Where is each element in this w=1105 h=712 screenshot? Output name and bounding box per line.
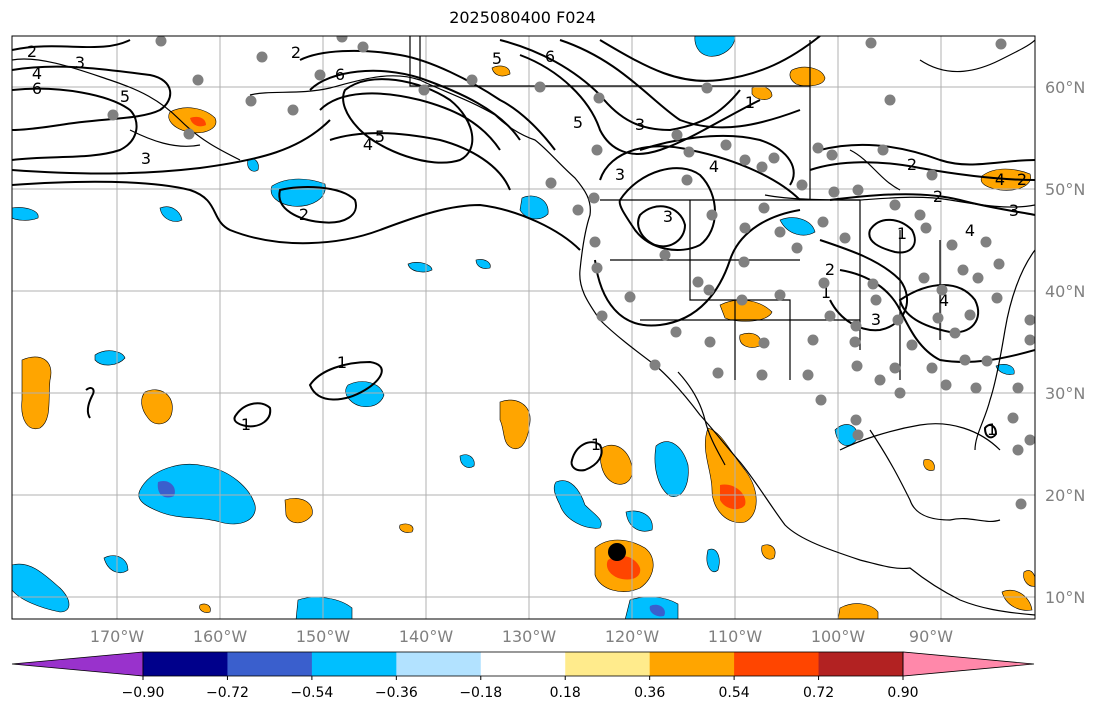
lat-tick-label: 50°N — [1045, 180, 1085, 199]
contour-label: 6 — [545, 47, 555, 66]
contour-label: 3 — [75, 53, 85, 72]
lat-tick-label: 40°N — [1045, 282, 1085, 301]
lon-tick-label: 120°W — [605, 627, 660, 646]
colorbar-segments — [143, 652, 904, 676]
colorbar-tick-label: −0.54 — [290, 685, 333, 701]
negative-anomalies — [12, 36, 1015, 619]
colorbar-tick-label: −0.36 — [375, 685, 418, 701]
longitude-labels: 170°W 160°W 150°W 140°W 130°W 120°W 110°… — [90, 627, 953, 646]
colorbar-tick-label: 0.36 — [634, 685, 665, 701]
contour-label: 1 — [591, 435, 601, 454]
storm-marker — [608, 543, 626, 561]
contour-label: 4 — [363, 135, 373, 154]
contour-label: 1 — [337, 353, 347, 372]
contour-label: 2 — [27, 42, 37, 61]
lon-tick-label: 110°W — [708, 627, 763, 646]
latitude-labels: 60°N 50°N 40°N 30°N 20°N 10°N — [1045, 78, 1085, 607]
contour-labels: 2 3 4 6 5 2 6 5 6 4 3 2 5 3 1 5 3 4 3 2 … — [27, 42, 1027, 454]
map-title: 2025080400 F024 — [449, 8, 596, 27]
colorbar-segment — [311, 652, 397, 676]
colorbar-tick-label: −0.90 — [122, 685, 165, 701]
contour-label: 3 — [635, 115, 645, 134]
contour-label: 4 — [709, 157, 719, 176]
colorbar-tick-label: −0.72 — [206, 685, 249, 701]
contour-label: 1 — [745, 93, 755, 112]
contour-label: 2 — [299, 205, 309, 224]
contour-label: 3 — [663, 207, 673, 226]
contour-label: 3 — [1009, 201, 1019, 220]
contour-label: 2 — [907, 155, 917, 174]
contour-label: 2 — [825, 260, 835, 279]
lon-tick-label: 100°W — [811, 627, 866, 646]
lat-tick-label: 20°N — [1045, 486, 1085, 505]
colorbar-extend-low — [11, 651, 144, 677]
colorbar-tick-label: 0.72 — [803, 685, 834, 701]
contour-label: 4 — [939, 291, 949, 310]
contour-label: 2 — [1017, 170, 1027, 189]
contour-label: 1 — [821, 283, 831, 302]
colorbar-segment — [143, 652, 228, 676]
contour-label: 5 — [573, 113, 583, 132]
gridlines — [12, 36, 1035, 619]
lon-tick-label: 90°W — [909, 627, 953, 646]
colorbar-tick-label: 0.18 — [550, 685, 581, 701]
lat-tick-label: 60°N — [1045, 78, 1085, 97]
contour-label: 4 — [32, 64, 42, 83]
contour-label: 2 — [933, 187, 943, 206]
contour-label: 3 — [615, 165, 625, 184]
lon-tick-label: 140°W — [399, 627, 454, 646]
contour-label: 1 — [987, 420, 997, 439]
contour-label: 1 — [897, 224, 907, 243]
colorbar-tick-labels: −0.90 −0.72 −0.54 −0.36 −0.18 0.18 0.36 0.54 0.7… — [122, 676, 919, 701]
colorbar-segment — [649, 652, 735, 676]
lat-tick-label: 30°N — [1045, 384, 1085, 403]
coastlines — [12, 36, 1035, 616]
contour-label: 2 — [291, 43, 301, 62]
lon-tick-label: 160°W — [193, 627, 248, 646]
colorbar-segment — [227, 652, 313, 676]
colorbar-segment — [734, 652, 820, 676]
contour-label: 3 — [141, 149, 151, 168]
lon-tick-label: 150°W — [296, 627, 351, 646]
map-frame — [11, 35, 1036, 620]
contour-label: 4 — [965, 221, 975, 240]
colorbar-segment — [565, 652, 651, 676]
contour-label: 6 — [335, 65, 345, 84]
contour-label: 5 — [120, 87, 130, 106]
contour-label: 4 — [995, 170, 1005, 189]
lat-tick-label: 10°N — [1045, 588, 1085, 607]
contour-label: 5 — [492, 49, 502, 68]
colorbar-segment — [480, 652, 566, 676]
contour-label: 5 — [375, 127, 385, 146]
colorbar: −0.90 −0.72 −0.54 −0.36 −0.18 0.18 0.36 0.54 0.7… — [11, 651, 1035, 701]
colorbar-extend-high — [902, 651, 1035, 677]
contour-label: 6 — [32, 79, 42, 98]
colorbar-tick-label: 0.54 — [719, 685, 750, 701]
colorbar-tick-label: 0.90 — [887, 685, 918, 701]
lon-tick-label: 130°W — [502, 627, 557, 646]
colorbar-tick-label: −0.18 — [459, 685, 502, 701]
contour-label: 3 — [871, 310, 881, 329]
map-background — [12, 36, 1035, 619]
colorbar-segment — [818, 652, 904, 676]
lon-tick-label: 170°W — [90, 627, 145, 646]
station-dots — [107, 36, 1035, 510]
contour-label: 1 — [241, 415, 251, 434]
colorbar-segment — [396, 652, 482, 676]
